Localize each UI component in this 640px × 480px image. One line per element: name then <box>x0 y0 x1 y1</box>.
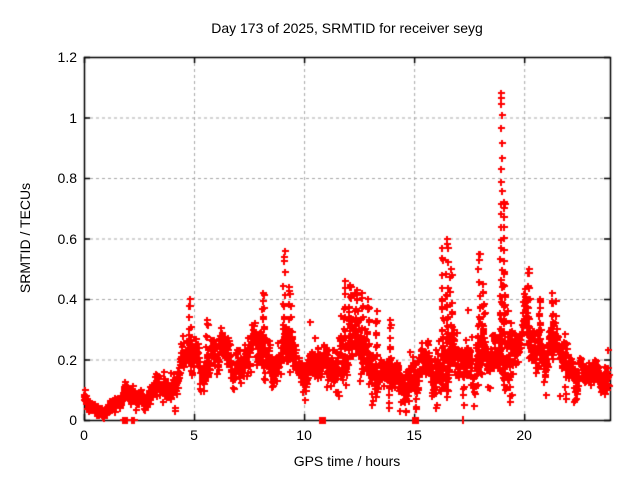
y-tick-label-0.4: 0.4 <box>57 291 77 307</box>
y-tick-label-0: 0 <box>69 412 77 428</box>
x-tick-label-20: 20 <box>516 427 532 443</box>
y-tick-label-0.2: 0.2 <box>57 351 77 368</box>
x-axis-label: GPS time / hours <box>293 453 401 469</box>
x-tick-label-15: 15 <box>406 427 422 443</box>
x-tick-label-0: 0 <box>80 427 88 443</box>
x-tick-label-5: 5 <box>190 427 198 443</box>
y-tick-label-0.6: 0.6 <box>57 230 77 247</box>
chart-title: Day 173 of 2025, SRMTID for receiver sey… <box>211 20 483 36</box>
y-tick-label-1.2: 1.2 <box>57 49 77 65</box>
x-tick-label-10: 10 <box>296 427 312 443</box>
y-tick-label-1: 1 <box>69 109 77 126</box>
y-tick-label-0.8: 0.8 <box>57 170 77 186</box>
